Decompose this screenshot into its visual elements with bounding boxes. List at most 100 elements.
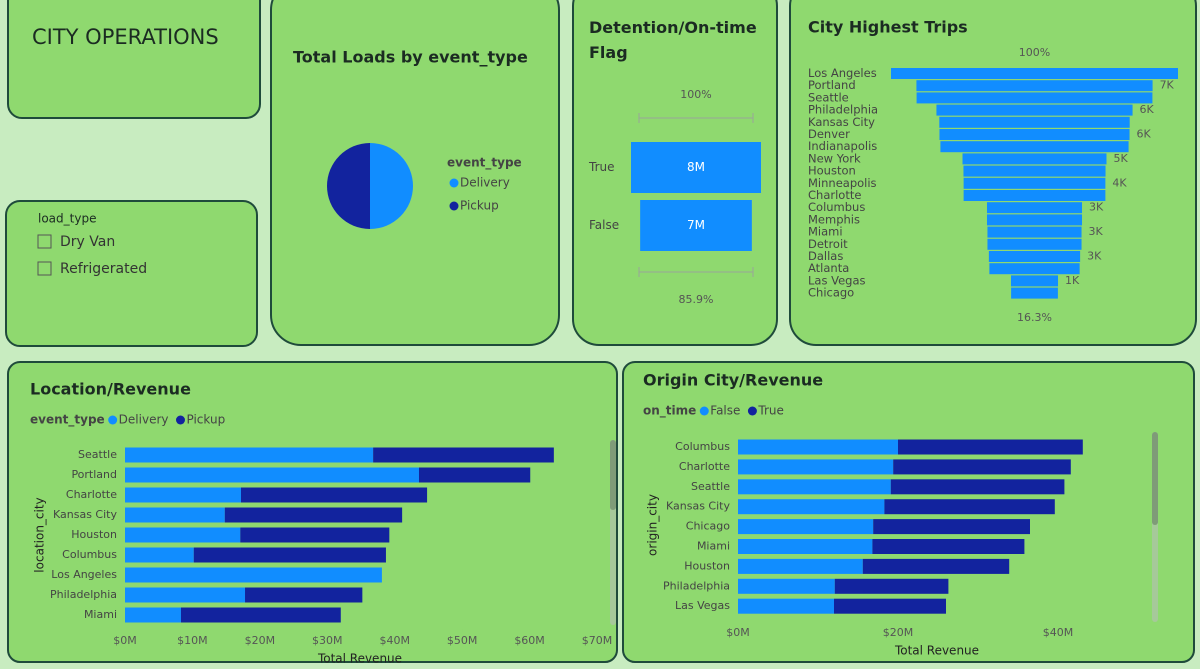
bar-segment	[245, 587, 363, 603]
funnel-bottom-label: 16.3%	[1017, 311, 1052, 324]
value-label: 4K	[1112, 176, 1127, 189]
category-label: Seattle	[808, 90, 849, 104]
category-label: Las Vegas	[808, 273, 866, 287]
category-label: Miami	[697, 540, 730, 553]
bar-segment	[738, 519, 874, 535]
bar-segment	[125, 487, 241, 503]
value-label: 1K	[1065, 274, 1080, 287]
x-tick-label: $30M	[312, 634, 343, 647]
chart-title: City Highest Trips	[808, 18, 968, 37]
category-label: Houston	[71, 528, 117, 541]
chart-title: Origin City/Revenue	[643, 371, 823, 390]
category-label: Portland	[808, 78, 856, 92]
category-label: True	[588, 160, 615, 174]
funnel-bar	[986, 214, 1083, 226]
x-tick-label: $0M	[113, 634, 137, 647]
y-axis-title: origin_city	[646, 494, 660, 556]
funnel-bar	[989, 263, 1080, 275]
legend-label: Pickup	[186, 413, 225, 427]
checkbox[interactable]	[37, 261, 52, 276]
legend-title: event_type	[30, 413, 105, 428]
category-label: Columbus	[62, 548, 117, 561]
y-axis-title: location_city	[33, 497, 47, 572]
value-label: 3K	[1087, 250, 1102, 263]
chart-title: Detention/On-time Flag	[589, 18, 757, 62]
x-tick-label: $70M	[582, 634, 613, 647]
bracket	[638, 113, 754, 123]
slicer-panel	[5, 200, 258, 347]
x-axis-title: Total Revenue	[894, 644, 979, 658]
slicer-option[interactable]: Dry Van	[60, 234, 115, 250]
bar-segment	[738, 539, 873, 554]
x-tick-label: $40M	[1043, 626, 1074, 639]
bar-segment	[873, 519, 1030, 535]
category-label: Portland	[71, 468, 117, 481]
checkbox[interactable]	[37, 234, 52, 249]
value-label: 6K	[1137, 128, 1152, 141]
bar-segment	[890, 479, 1065, 495]
pie-slice	[370, 143, 413, 229]
funnel-bar	[963, 177, 1106, 189]
bar-segment	[738, 499, 885, 515]
value-label: 3K	[1089, 225, 1104, 238]
bar-segment	[125, 447, 374, 463]
funnel-bar	[987, 238, 1082, 250]
x-tick-label: $10M	[177, 634, 208, 647]
bar-segment	[862, 558, 1010, 574]
slicer-title: load_type	[38, 212, 96, 226]
slicer-option[interactable]: Refrigerated	[60, 261, 147, 277]
category-label: Columbus	[808, 200, 865, 214]
category-label: Miami	[84, 608, 117, 621]
legend-marker	[449, 201, 459, 211]
x-axis-title: Total Revenue	[317, 652, 402, 666]
bar-segment	[738, 598, 834, 614]
value-label: 5K	[1113, 152, 1128, 165]
bar-segment	[834, 578, 949, 594]
legend-label: True	[757, 404, 784, 418]
category-label: Seattle	[78, 448, 117, 461]
funnel-bar	[987, 226, 1082, 238]
value-label: 8M	[687, 160, 705, 174]
legend-marker	[699, 406, 709, 416]
bar-segment	[125, 547, 194, 563]
category-label: Los Angeles	[808, 66, 877, 80]
category-label: Chicago	[808, 286, 854, 300]
bar-segment	[872, 539, 1025, 554]
bar-segment	[240, 527, 390, 543]
funnel-bar	[1010, 275, 1059, 287]
category-label: Denver	[808, 127, 850, 141]
funnel-bar	[916, 92, 1153, 104]
category-label: Los Angeles	[51, 568, 117, 581]
funnel-bar	[939, 129, 1130, 140]
x-tick-label: $20M	[245, 634, 276, 647]
bar-segment	[738, 578, 835, 594]
bar-segment	[180, 607, 341, 623]
scrollbar-thumb[interactable]	[1152, 432, 1158, 525]
legend-label: Delivery	[460, 176, 510, 190]
funnel-bar	[1011, 287, 1058, 299]
category-label: Charlotte	[679, 460, 730, 473]
funnel-top-label: 100%	[1019, 46, 1050, 59]
funnel-bar	[988, 251, 1081, 262]
category-label: Seattle	[691, 480, 730, 493]
funnel-bar	[891, 68, 1178, 79]
bar-segment	[125, 587, 246, 603]
legend-title: event_type	[447, 156, 522, 171]
value-label: 7K	[1160, 79, 1175, 92]
category-label: Kansas City	[666, 500, 730, 513]
x-tick-label: $0M	[726, 626, 750, 639]
category-label: Kansas City	[808, 115, 875, 129]
bar-segment	[240, 487, 428, 503]
category-label: Minneapolis	[808, 176, 877, 190]
category-label: Las Vegas	[675, 599, 730, 612]
category-label: Charlotte	[808, 188, 861, 202]
funnel-bar	[936, 104, 1133, 116]
scrollbar-thumb[interactable]	[610, 440, 616, 510]
funnel-bar	[631, 142, 761, 193]
category-label: Kansas City	[53, 508, 117, 521]
bar-segment	[373, 447, 554, 463]
legend-marker	[449, 178, 459, 188]
legend-marker	[747, 406, 757, 416]
legend-marker	[175, 415, 185, 425]
